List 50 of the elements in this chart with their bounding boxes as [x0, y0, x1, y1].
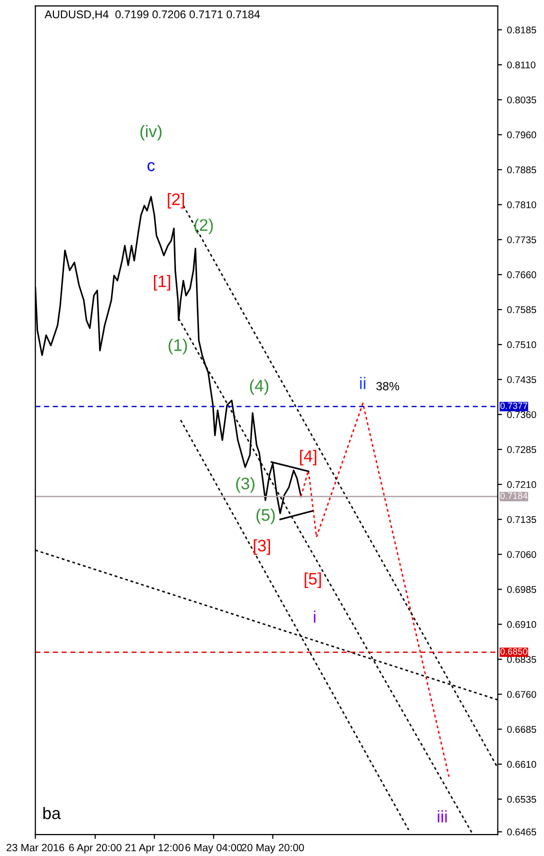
y-tick-label: 0.6685: [507, 726, 536, 733]
x-tick-label: 20 May 20:00: [242, 844, 304, 854]
y-tick-label: 0.7585: [507, 306, 536, 314]
annotation: (3): [236, 477, 254, 493]
annotation: [5]: [304, 572, 321, 588]
annotation: [2]: [168, 192, 184, 208]
y-tick-label: 0.6760: [507, 690, 536, 698]
y-tick-label: 0.7285: [507, 446, 536, 454]
annotation: c: [148, 162, 155, 172]
x-tick-label: 6 Apr 20:00: [69, 844, 122, 854]
y-tick-label: 0.6610: [507, 760, 536, 768]
chart-title: AUDUSD,H4 0.7199 0.7206 0.7171 0.7184: [44, 10, 260, 20]
y-tick-label: 0.8185: [507, 26, 536, 34]
y-tick-label: 0.7810: [507, 201, 536, 208]
annotation: (5): [256, 508, 275, 524]
annotation: ba: [43, 806, 61, 820]
annotation: 38%: [376, 382, 400, 390]
y-tick-label: 0.6910: [507, 621, 536, 628]
y-tick-label: 0.8110: [507, 61, 536, 68]
annotation: (1): [168, 338, 187, 354]
y-tick-label: 0.6535: [507, 796, 536, 803]
y-tick-label: 0.7360: [507, 411, 536, 418]
ref-line-label: 0.7377: [500, 402, 528, 409]
x-tick-label: 23 Mar 2016: [6, 844, 64, 852]
y-tick-label: 0.6985: [507, 586, 536, 593]
y-tick-label: 0.7960: [507, 131, 536, 138]
annotation: (iv): [140, 125, 162, 141]
y-tick-label: 0.7660: [507, 271, 536, 278]
annotation: ii: [360, 376, 366, 389]
annotation: (2): [194, 218, 213, 234]
annotation: [1]: [154, 274, 170, 291]
y-tick-label: 0.8035: [507, 96, 536, 104]
annotation: [4]: [300, 450, 316, 466]
annotation: i: [314, 610, 316, 623]
y-tick-label: 0.7735: [507, 236, 536, 244]
y-tick-label: 0.6465: [507, 828, 536, 836]
ref-line-label: 0.6850: [500, 648, 528, 655]
annotation: iii: [438, 810, 447, 822]
annotation: [3]: [254, 539, 270, 555]
y-tick-label: 0.6835: [507, 656, 536, 663]
ref-line-label: 0.7184: [500, 492, 528, 499]
y-tick-label: 0.7885: [507, 166, 536, 174]
y-tick-label: 0.7510: [507, 341, 536, 348]
y-tick-label: 0.7435: [507, 376, 536, 384]
annotation: (4): [250, 379, 268, 395]
y-tick-label: 0.7060: [507, 551, 536, 558]
x-tick-label: 6 May 04:00: [185, 844, 242, 854]
x-tick-label: 21 Apr 12:00: [125, 844, 184, 854]
y-tick-label: 0.7135: [507, 516, 536, 523]
y-tick-label: 0.7210: [507, 481, 536, 488]
